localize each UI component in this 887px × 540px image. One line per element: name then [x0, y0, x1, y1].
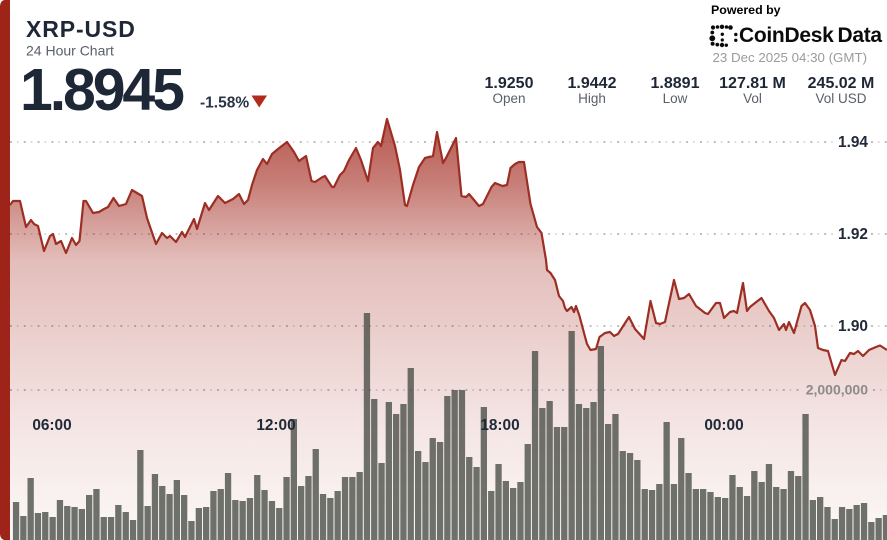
- svg-text:Open: Open: [492, 91, 525, 106]
- svg-text:127.81 M: 127.81 M: [719, 75, 786, 92]
- svg-text:High: High: [578, 91, 606, 106]
- svg-text:1.8891: 1.8891: [651, 75, 700, 92]
- svg-text:Powered by: Powered by: [711, 3, 781, 17]
- svg-text:245.02 M: 245.02 M: [808, 75, 875, 92]
- svg-text:1.9250: 1.9250: [485, 75, 534, 92]
- svg-text:23 Dec 2025 04:30 (GMT): 23 Dec 2025 04:30 (GMT): [713, 50, 867, 65]
- svg-text:1.8945: 1.8945: [20, 57, 184, 123]
- svg-text:Vol: Vol: [743, 91, 762, 106]
- svg-text:1.90: 1.90: [838, 318, 868, 335]
- svg-text:00:00: 00:00: [704, 417, 743, 434]
- svg-text:1.92: 1.92: [838, 226, 868, 243]
- svg-text:06:00: 06:00: [32, 417, 71, 434]
- svg-text:1.9442: 1.9442: [568, 75, 617, 92]
- svg-text:18:00: 18:00: [480, 417, 519, 434]
- svg-text:2,000,000: 2,000,000: [806, 382, 868, 398]
- svg-text:12:00: 12:00: [256, 417, 295, 434]
- svg-text:24 Hour Chart: 24 Hour Chart: [26, 43, 114, 59]
- svg-text:XRP-USD: XRP-USD: [26, 16, 136, 42]
- svg-text:-1.58%: -1.58%: [200, 95, 249, 112]
- svg-text:Vol USD: Vol USD: [815, 91, 866, 106]
- svg-text:Low: Low: [663, 91, 688, 106]
- svg-text:1.94: 1.94: [838, 134, 868, 151]
